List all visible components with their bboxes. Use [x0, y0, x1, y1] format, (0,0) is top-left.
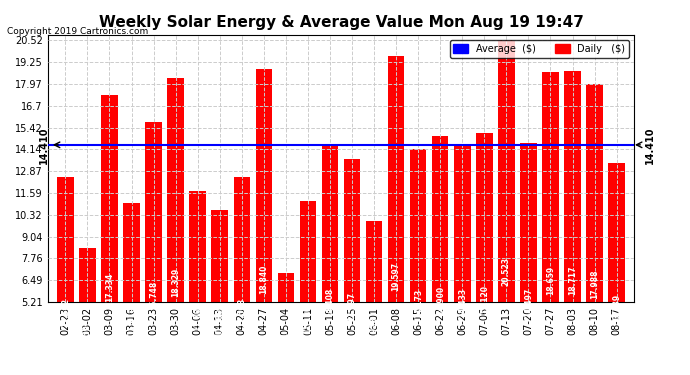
Text: 12.502: 12.502	[61, 298, 70, 327]
Bar	[189, 191, 206, 375]
Bar	[57, 177, 74, 375]
Text: 8.359: 8.359	[83, 324, 92, 348]
Bar	[299, 201, 316, 375]
Bar	[454, 144, 471, 375]
Bar	[388, 56, 404, 375]
Bar	[211, 210, 228, 375]
Text: 11.019: 11.019	[127, 305, 136, 334]
Title: Weekly Solar Energy & Average Value Mon Aug 19 19:47: Weekly Solar Energy & Average Value Mon …	[99, 15, 584, 30]
Bar	[322, 145, 338, 375]
Text: 11.707: 11.707	[193, 302, 202, 331]
Text: 14.410: 14.410	[39, 126, 49, 164]
Text: 9.928: 9.928	[370, 316, 379, 340]
Text: 15.748: 15.748	[149, 281, 158, 310]
Bar	[277, 273, 294, 375]
Bar	[79, 248, 96, 375]
Text: 12.508: 12.508	[237, 298, 246, 327]
Bar	[344, 159, 360, 375]
Text: 14.410: 14.410	[645, 126, 656, 164]
Text: 18.329: 18.329	[171, 268, 180, 297]
Bar	[168, 78, 184, 375]
Bar	[146, 122, 162, 375]
Text: 14.900: 14.900	[435, 285, 445, 315]
Text: 19.597: 19.597	[392, 261, 401, 291]
Text: Copyright 2019 Cartronics.com: Copyright 2019 Cartronics.com	[7, 27, 148, 36]
Text: 11.140: 11.140	[304, 305, 313, 334]
Text: 14.173: 14.173	[414, 289, 423, 318]
Bar	[586, 84, 603, 375]
Bar	[432, 136, 448, 375]
Text: 14.497: 14.497	[524, 288, 533, 317]
Text: 14.408: 14.408	[326, 288, 335, 317]
Text: 13.597: 13.597	[348, 292, 357, 321]
Text: 13.339: 13.339	[612, 294, 621, 322]
Bar	[498, 40, 515, 375]
Text: 6.914: 6.914	[282, 332, 290, 356]
Text: 18.659: 18.659	[546, 266, 555, 296]
Text: 17.988: 17.988	[590, 269, 599, 299]
Bar	[366, 221, 382, 375]
Text: 14.433: 14.433	[457, 288, 466, 317]
Bar	[520, 143, 537, 375]
Text: 18.717: 18.717	[568, 266, 577, 295]
Bar	[124, 203, 140, 375]
Text: 17.334: 17.334	[105, 273, 114, 302]
Text: 10.580: 10.580	[215, 308, 224, 337]
Legend: Average  ($), Daily   ($): Average ($), Daily ($)	[450, 40, 629, 58]
Bar	[609, 163, 625, 375]
Bar	[255, 69, 272, 375]
Bar	[476, 133, 493, 375]
Bar	[564, 71, 581, 375]
Text: 20.523: 20.523	[502, 257, 511, 286]
Bar	[101, 95, 118, 375]
Bar	[233, 177, 250, 375]
Bar	[542, 72, 559, 375]
Bar	[410, 149, 426, 375]
Text: 15.120: 15.120	[480, 285, 489, 314]
Text: 18.840: 18.840	[259, 265, 268, 294]
